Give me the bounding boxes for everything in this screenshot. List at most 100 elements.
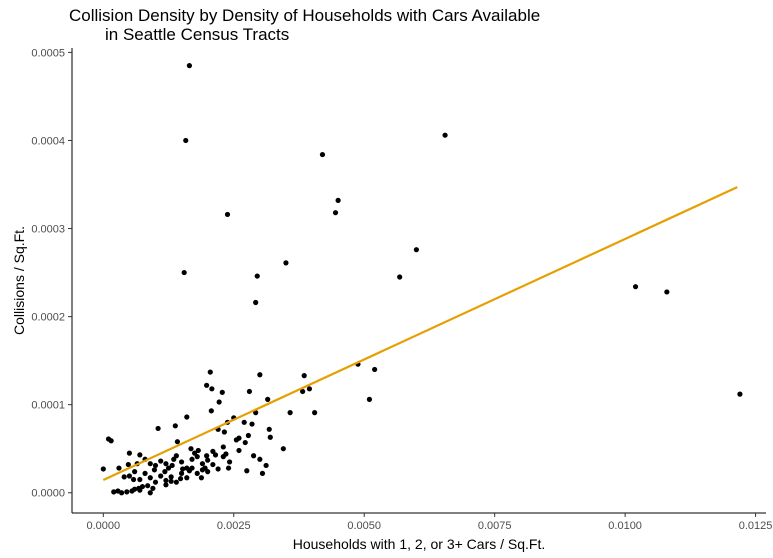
data-point	[212, 452, 219, 458]
data-point	[118, 490, 125, 496]
data-point	[173, 479, 179, 485]
data-point	[158, 473, 164, 479]
data-point	[125, 461, 131, 468]
data-point	[163, 482, 169, 488]
data-point	[257, 456, 263, 462]
data-point	[205, 469, 211, 475]
data-point	[169, 462, 175, 469]
data-point	[233, 437, 239, 443]
data-point	[249, 421, 255, 427]
data-point	[198, 475, 205, 481]
data-point	[199, 467, 206, 473]
data-point	[178, 459, 185, 465]
data-point	[397, 274, 403, 280]
data-point	[132, 469, 138, 475]
data-point	[116, 465, 122, 471]
data-point	[137, 476, 143, 483]
data-points	[100, 63, 743, 496]
data-point	[204, 453, 210, 459]
x-tick-label: 0.0050	[347, 520, 381, 532]
data-point	[442, 132, 448, 138]
data-point	[287, 410, 293, 416]
data-point	[178, 470, 185, 476]
data-point	[188, 446, 194, 452]
data-point	[142, 470, 148, 476]
data-point	[137, 452, 143, 458]
data-point	[266, 426, 272, 432]
data-point	[219, 389, 225, 395]
data-point	[184, 475, 190, 481]
data-point	[172, 423, 178, 429]
x-tick-label: 0.0125	[739, 520, 773, 532]
x-tick-label: 0.0075	[478, 520, 512, 532]
data-point	[210, 461, 216, 468]
data-point	[737, 391, 743, 397]
data-point	[254, 273, 260, 279]
data-point	[220, 454, 226, 460]
data-point	[177, 476, 184, 482]
data-point	[194, 470, 200, 476]
data-point	[372, 366, 378, 373]
data-point	[199, 461, 206, 467]
data-point	[174, 439, 181, 445]
data-point	[194, 454, 200, 460]
data-point	[209, 386, 215, 392]
data-point	[280, 446, 286, 452]
data-point	[301, 373, 307, 379]
data-point	[150, 485, 156, 491]
trend-line	[102, 186, 738, 481]
data-point	[152, 462, 159, 469]
data-point	[147, 461, 153, 467]
data-point	[241, 419, 247, 425]
data-point	[250, 453, 257, 459]
data-point	[207, 369, 213, 375]
y-tick-label: 0.0001	[31, 400, 65, 412]
data-point	[165, 465, 172, 471]
y-tick-label: 0.0004	[31, 135, 65, 147]
x-tick-label: 0.0000	[86, 520, 120, 532]
data-point	[244, 468, 250, 474]
data-point	[126, 450, 132, 456]
data-point	[220, 444, 226, 450]
data-point	[147, 490, 153, 496]
data-point	[245, 432, 251, 439]
data-point	[168, 474, 174, 480]
y-tick-label: 0.0002	[31, 312, 65, 324]
data-point	[267, 434, 273, 440]
data-point	[126, 473, 132, 479]
data-point	[300, 388, 306, 395]
data-point	[265, 396, 271, 402]
chart-title-line1: Collision Density by Density of Househol…	[69, 6, 541, 25]
data-point	[147, 475, 153, 481]
data-point	[184, 414, 190, 420]
data-point	[225, 465, 232, 471]
data-point	[163, 477, 169, 484]
data-point	[664, 289, 670, 295]
data-point	[180, 466, 186, 472]
chart-title: Collision Density by Density of Househol…	[69, 6, 540, 44]
data-point	[189, 465, 195, 471]
data-point	[162, 469, 168, 475]
data-point	[152, 479, 159, 485]
data-point	[130, 476, 137, 483]
data-point	[226, 459, 233, 465]
data-point	[195, 447, 201, 454]
data-point	[335, 197, 341, 203]
y-axis-title: Collisions / Sq.Ft.	[11, 226, 27, 335]
data-point	[183, 137, 189, 144]
data-point	[132, 486, 138, 492]
data-point	[173, 453, 179, 459]
data-point	[108, 438, 114, 444]
data-point	[181, 269, 187, 276]
data-point	[186, 63, 193, 69]
data-point	[151, 467, 158, 473]
y-tick-label: 0.0000	[31, 488, 65, 500]
data-point	[242, 439, 248, 446]
x-axis-ticks: 0.0000 0.0025 0.0050 0.0075 0.0100 0.0125	[86, 513, 772, 532]
data-point	[312, 410, 318, 416]
data-point	[263, 462, 269, 469]
data-point	[100, 466, 106, 472]
chart-title-line2: in Seattle Census Tracts	[105, 25, 290, 44]
data-point	[236, 447, 242, 454]
data-point	[158, 458, 164, 464]
